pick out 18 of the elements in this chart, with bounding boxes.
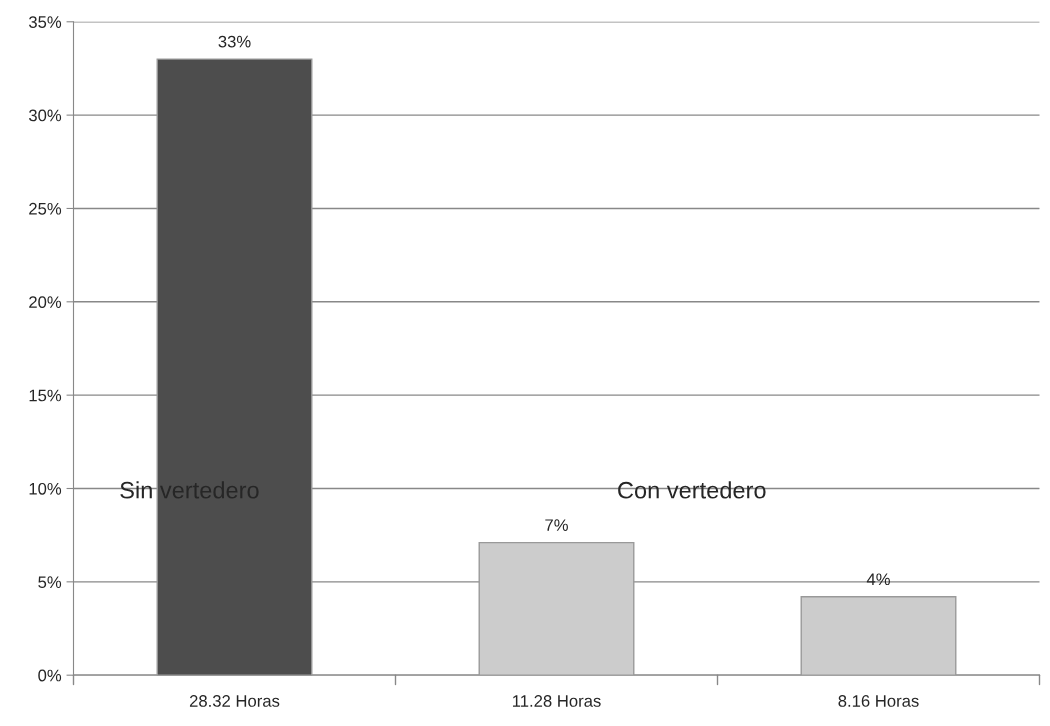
bar xyxy=(156,58,313,676)
y-tick-label: 10% xyxy=(29,482,62,495)
y-tick-label: 35% xyxy=(28,16,62,28)
y-tick-label: 0% xyxy=(38,669,62,682)
data-label: 4% xyxy=(866,573,890,586)
x-tick-label: 28.32 Horas xyxy=(189,695,280,707)
y-tick-label: 20% xyxy=(29,296,62,309)
bar xyxy=(478,541,635,676)
data-label: 33% xyxy=(218,35,251,48)
y-tick-label: 15% xyxy=(29,389,62,402)
data-label: 7% xyxy=(545,519,568,531)
y-tick-label: 25% xyxy=(29,202,62,215)
x-tick-label: 11.28 Horas xyxy=(512,695,601,707)
bar xyxy=(800,596,957,676)
annotation: Con vertedero xyxy=(618,481,766,499)
y-tick-label: 5% xyxy=(38,576,62,589)
y-tick-label: 30% xyxy=(28,109,62,122)
x-tick-label: 8.16 Horas xyxy=(838,695,919,707)
